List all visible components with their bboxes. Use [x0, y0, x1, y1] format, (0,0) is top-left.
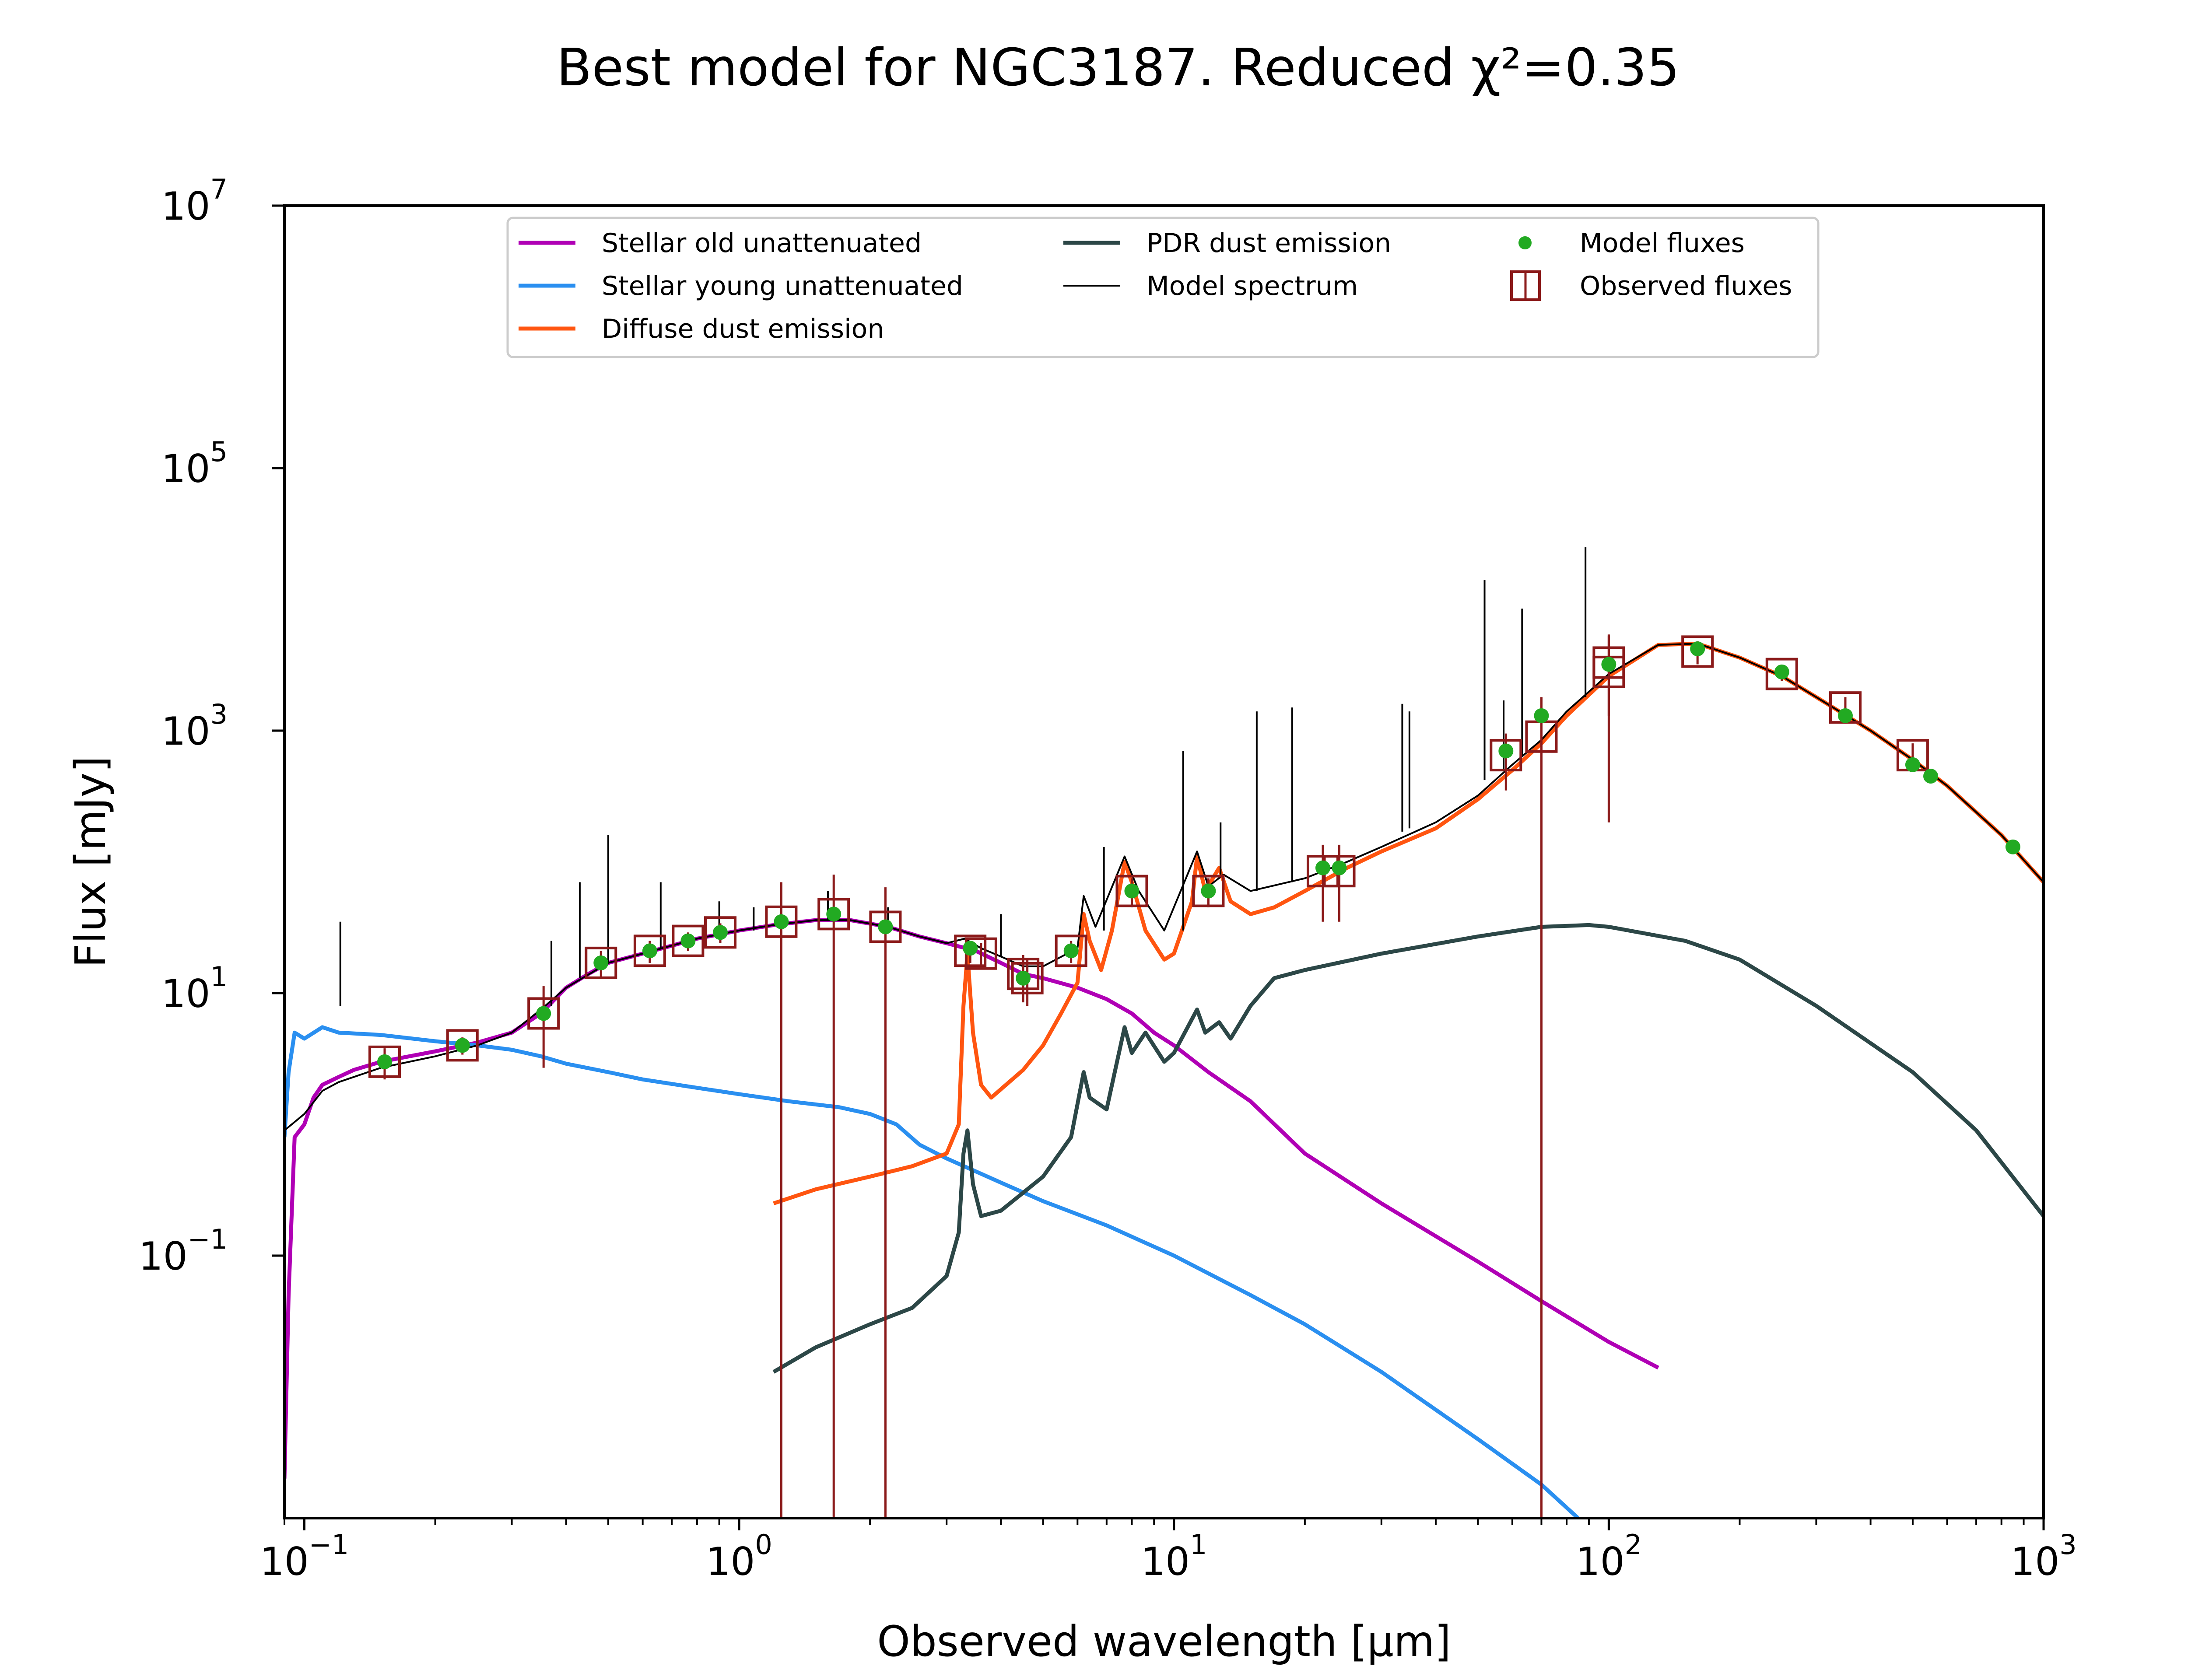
- legend-entry-stellar-young-unattenuated: Stellar young unattenuated: [519, 271, 963, 301]
- model-flux-point: [713, 925, 728, 940]
- model-flux-point: [774, 914, 789, 929]
- plot-frame: [283, 204, 2045, 1519]
- model-flux-point: [1923, 769, 1939, 784]
- model-flux-point: [1837, 708, 1853, 723]
- series-line-stellar-young-unattenuated: [284, 1025, 1580, 1518]
- x-tick-label: 102: [1576, 1529, 1642, 1584]
- x-tick-label: 100: [706, 1529, 772, 1584]
- model-flux-point: [1016, 970, 1031, 986]
- legend-label: Model fluxes: [1580, 228, 1745, 259]
- observed-flux-marker: [1055, 934, 1087, 967]
- model-flux-point: [1315, 860, 1330, 875]
- model-flux-point: [1905, 757, 1920, 772]
- observed-flux-marker: [1490, 739, 1522, 772]
- legend-box: [506, 217, 1820, 358]
- y-tick-label: 101: [161, 961, 228, 1016]
- model-flux-point: [826, 906, 842, 922]
- y-axis: 10−1 101 103 105 107: [139, 173, 284, 1279]
- model-flux-point: [642, 943, 657, 959]
- x-tick-label: 10−1: [260, 1529, 349, 1584]
- observed-flux-marker: [527, 997, 560, 1030]
- y-tick-label: 10−1: [139, 1223, 228, 1279]
- observed-flux-marker: [954, 934, 987, 967]
- model-flux-point: [680, 933, 696, 948]
- legend-label: Stellar old unattenuated: [602, 228, 922, 259]
- model-flux-point: [536, 1006, 551, 1021]
- observed-flux-marker: [1011, 962, 1044, 994]
- model-flux-point: [1332, 860, 1347, 875]
- model-flux-point: [377, 1054, 392, 1069]
- y-tick-label: 107: [161, 173, 228, 229]
- model-flux-point: [1534, 708, 1549, 723]
- observed-flux-marker: [446, 1029, 479, 1062]
- y-tick-label: 105: [161, 436, 228, 491]
- model-flux-point: [1690, 641, 1705, 657]
- legend-swatch: [1518, 236, 1532, 249]
- model-flux-point: [1063, 943, 1079, 959]
- chart-title: Best model for NGC3187. Reduced χ²=0.35: [557, 37, 1680, 98]
- model-flux-point: [878, 919, 893, 934]
- series-line-pdr-dust-emission: [772, 923, 2044, 1374]
- series-line-model-spectrum: [284, 643, 2044, 1131]
- series-layer: [284, 547, 2044, 1518]
- model-flux-point: [455, 1038, 470, 1053]
- model-flux-point: [1601, 657, 1616, 672]
- legend-label: Observed fluxes: [1580, 271, 1792, 301]
- model-flux-point: [1498, 743, 1514, 759]
- x-tick-label: 103: [2010, 1529, 2076, 1584]
- model-flux-point: [963, 941, 978, 956]
- legend-entry-observed-fluxes: Observed fluxes: [1510, 270, 1792, 301]
- observed-flux-marker: [1681, 635, 1714, 668]
- y-tick-label: 103: [161, 698, 228, 754]
- legend-label: Stellar young unattenuated: [602, 271, 963, 301]
- observed-flux-marker: [1192, 875, 1225, 907]
- legend-label: Model spectrum: [1147, 271, 1358, 301]
- y-axis-label: Flux [mJy]: [66, 756, 115, 968]
- legend-entry-stellar-old-unattenuated: Stellar old unattenuated: [519, 228, 922, 259]
- marker-layer: [368, 634, 2020, 1518]
- legend-entry-model-fluxes: Model fluxes: [1518, 228, 1745, 259]
- observed-flux-marker: [1115, 875, 1148, 907]
- observed-flux-marker: [672, 924, 705, 957]
- legend-entry-model-spectrum: Model spectrum: [1063, 271, 1358, 301]
- observed-flux-marker: [869, 910, 902, 943]
- model-flux-point: [1201, 883, 1216, 899]
- observed-flux-marker: [585, 946, 617, 979]
- legend: Stellar old unattenuated Stellar young un…: [506, 217, 1820, 358]
- model-flux-point: [1124, 883, 1140, 899]
- observed-flux-marker: [633, 934, 666, 967]
- x-tick-label: 101: [1141, 1529, 1207, 1584]
- model-flux-point: [593, 955, 609, 970]
- legend-label: PDR dust emission: [1147, 228, 1391, 259]
- observed-flux-marker: [1007, 958, 1040, 990]
- model-flux-point: [1774, 664, 1789, 679]
- observed-flux-marker: [1592, 646, 1625, 679]
- observed-flux-marker: [704, 916, 737, 949]
- observed-flux-marker: [765, 905, 798, 938]
- observed-flux-marker: [368, 1045, 401, 1078]
- legend-entry-diffuse-dust-emission: Diffuse dust emission: [519, 314, 884, 344]
- observed-flux-marker: [1765, 658, 1798, 690]
- x-axis: 10−1 100 101 102 103: [260, 1518, 2077, 1584]
- x-axis-label: Observed wavelength [μm]: [877, 1617, 1451, 1666]
- model-flux-point: [2005, 839, 2020, 854]
- legend-label: Diffuse dust emission: [602, 314, 884, 344]
- legend-entry-pdr-dust-emission: PDR dust emission: [1063, 228, 1391, 259]
- observed-flux-marker: [817, 898, 850, 931]
